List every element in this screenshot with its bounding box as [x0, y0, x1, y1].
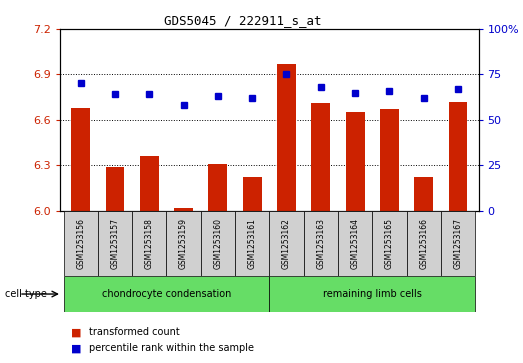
Bar [277, 64, 296, 211]
Text: GSM1253157: GSM1253157 [110, 218, 120, 269]
Bar [98, 211, 132, 276]
Bar [71, 108, 90, 211]
Bar [449, 102, 468, 211]
Bar [106, 167, 124, 211]
Bar [132, 211, 166, 276]
Bar [338, 211, 372, 276]
Bar [235, 211, 269, 276]
Text: GSM1253166: GSM1253166 [419, 218, 428, 269]
Text: percentile rank within the sample: percentile rank within the sample [89, 343, 254, 354]
Text: transformed count: transformed count [89, 327, 180, 337]
Bar [174, 208, 193, 211]
Text: ■: ■ [71, 343, 81, 354]
Bar [406, 211, 441, 276]
Text: GSM1253158: GSM1253158 [145, 218, 154, 269]
Text: GSM1253167: GSM1253167 [453, 218, 462, 269]
Text: GSM1253161: GSM1253161 [248, 218, 257, 269]
Bar [64, 276, 269, 312]
Text: GSM1253163: GSM1253163 [316, 218, 325, 269]
Bar [269, 211, 304, 276]
Bar [269, 276, 475, 312]
Text: GSM1253156: GSM1253156 [76, 218, 85, 269]
Text: cell type: cell type [5, 289, 47, 299]
Text: GSM1253164: GSM1253164 [350, 218, 360, 269]
Bar [166, 211, 201, 276]
Bar [441, 211, 475, 276]
Bar [311, 103, 330, 211]
Bar [243, 177, 262, 211]
Text: remaining limb cells: remaining limb cells [323, 289, 422, 299]
Bar [372, 211, 406, 276]
Text: GSM1253159: GSM1253159 [179, 218, 188, 269]
Bar [140, 156, 159, 211]
Bar [304, 211, 338, 276]
Text: chondrocyte condensation: chondrocyte condensation [102, 289, 231, 299]
Bar [209, 164, 228, 211]
Bar [64, 211, 98, 276]
Text: ■: ■ [71, 327, 81, 337]
Bar [380, 109, 399, 211]
Text: GSM1253165: GSM1253165 [385, 218, 394, 269]
Bar [414, 177, 433, 211]
Bar [201, 211, 235, 276]
Text: GDS5045 / 222911_s_at: GDS5045 / 222911_s_at [164, 15, 322, 28]
Text: GSM1253162: GSM1253162 [282, 218, 291, 269]
Bar [346, 112, 365, 211]
Text: GSM1253160: GSM1253160 [213, 218, 222, 269]
